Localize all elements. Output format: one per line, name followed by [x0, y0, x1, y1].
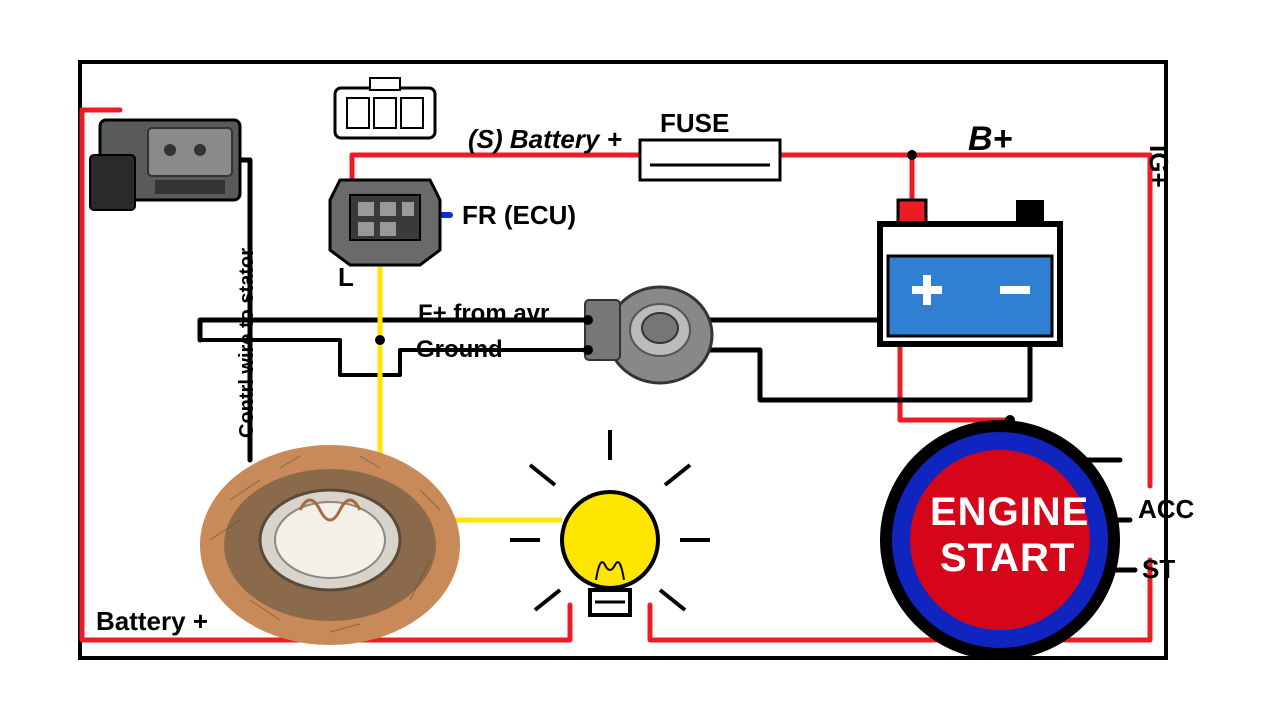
battery-plus-label: Battery +: [96, 606, 208, 637]
acc-label: ACC: [1138, 494, 1194, 525]
f-plus-label: F+ from avr: [418, 300, 549, 328]
st-label: ST: [1142, 554, 1175, 585]
s-battery-label: (S) Battery +: [468, 124, 622, 155]
fr-ecu-label: FR (ECU): [462, 200, 576, 231]
ground-label: Ground -: [416, 336, 517, 364]
diagram-stage: ENGINE START: [0, 0, 1280, 720]
b-plus-label: B+: [968, 120, 1012, 159]
fuse-label: FUSE: [660, 108, 729, 139]
ig-plus-label: IG+: [1143, 145, 1174, 188]
l-label: L: [338, 262, 354, 293]
ctrl-wire-label: Contrl wire to stator: [236, 248, 259, 438]
